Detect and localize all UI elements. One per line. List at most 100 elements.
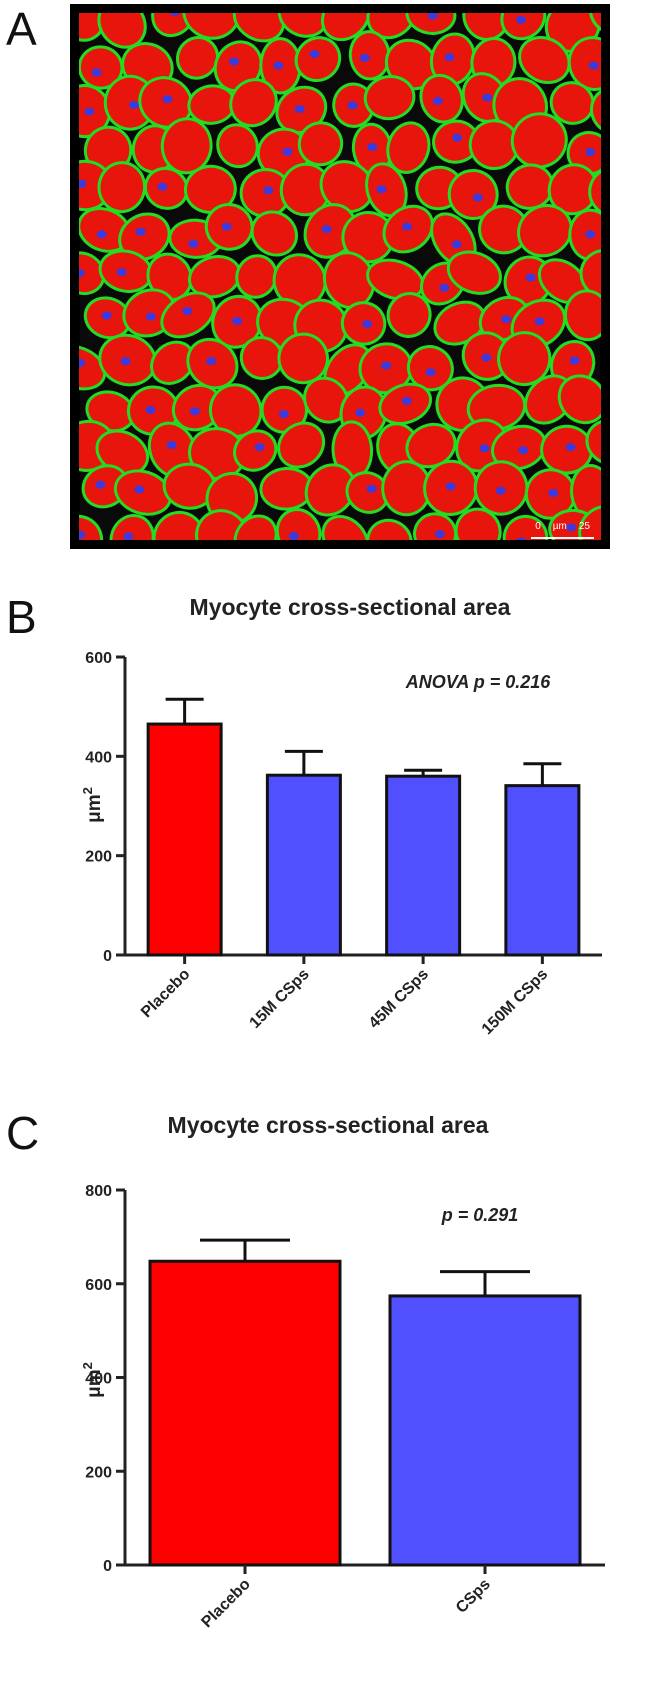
cell-cytoplasm [98,432,147,473]
cell-cytoplasm [409,348,451,389]
cell-cytoplasm [150,424,195,476]
nucleus [427,11,438,20]
y-axis-label: μm2 [80,787,105,823]
nucleus [294,105,305,114]
nucleus [278,410,289,419]
cell-cytoplasm [116,472,170,513]
bar-45m-csps [385,774,462,957]
nucleus [518,446,529,455]
nucleus [501,315,512,324]
nucleus [444,53,455,62]
cell-cytoplasm [351,33,388,78]
nucleus [157,182,168,191]
cell-cytoplasm [540,261,585,302]
cell-cytoplasm [387,41,435,88]
nucleus [534,317,545,326]
cell-cytoplasm [325,254,373,307]
y-tick-label: 200 [85,1464,112,1481]
nucleus [516,15,526,24]
nucleus [432,97,443,105]
cell-cytoplasm [236,432,275,469]
cell-cytoplasm [178,38,217,77]
cell-cytoplasm [471,122,517,168]
cell-cytoplasm [550,166,596,213]
bar-placebo [148,1259,342,1567]
panel-label-b: B [6,591,37,643]
panel-label-c: C [6,1107,40,1159]
nucleus [162,95,173,104]
cell-cytoplasm [165,465,214,507]
bar-150m-csps [504,784,581,957]
chart-title: Myocyte cross-sectional area [190,594,511,620]
cell-cytoplasm [190,87,234,122]
nucleus [91,68,102,77]
cell-cytoplasm [297,39,339,80]
cell-cytoplasm [481,207,527,252]
cell-cytoplasm [282,165,329,214]
cell-cytoplasm [280,335,326,382]
cell-cytoplasm [100,164,144,211]
nucleus [434,530,445,539]
cell-cytoplasm [366,78,413,118]
nucleus [439,283,450,292]
cell-cytoplasm [469,386,524,428]
nucleus [548,489,559,498]
cell-cytoplasm [153,343,193,382]
nucleus [425,368,436,377]
cell-cytoplasm [300,124,341,164]
cell-cytoplasm [322,163,372,211]
cell-cytoplasm [520,207,570,255]
y-tick-label: 400 [85,1371,112,1388]
cell-cytoplasm [389,124,428,171]
scale-bar-end: 25 [578,521,590,532]
x-tick-label: 45M CSps [366,966,432,1032]
nucleus [366,484,377,493]
cell-cytoplasm [232,81,275,125]
cell-cytoplasm [190,257,239,296]
panel-label-a: A [6,3,37,55]
cell-cytoplasm [389,295,429,335]
nucleus [495,486,506,495]
nucleus [288,532,299,540]
bar-15m-csps [265,773,342,957]
cell-cytoplasm [216,43,260,90]
cell-cytoplasm [566,292,608,339]
nucleus [166,441,177,449]
cell-cytoplasm [344,213,392,261]
cell-cytoplasm [435,122,477,161]
nucleus [76,179,87,188]
cell-cytoplasm [450,171,496,218]
chart-b-canvas: Myocyte cross-sectional area μm2 0 200 400 60… [80,594,602,1038]
nucleus [481,353,492,362]
cell-cytoplasm [280,424,323,466]
nucleus [221,222,232,231]
cell-cytoplasm [334,423,371,477]
nucleus [401,396,412,405]
nucleus [229,57,240,66]
chart-c: Myocyte cross-sectional area μm2 0 200 400 60… [0,1095,653,1695]
bar-csps [388,1294,582,1567]
cell-cytoplasm [368,165,405,215]
nucleus [189,407,200,416]
scale-bar-unit: µm [552,521,567,532]
nucleus [182,307,193,315]
nucleus [451,240,462,249]
nucleus [479,444,490,453]
cell-cytoplasm [324,517,367,549]
nucleus [381,361,392,370]
cell-cytoplasm [191,430,244,478]
bar-placebo [146,722,223,957]
x-tick-label: Placebo [198,1576,254,1632]
nucleus [96,230,107,239]
nucleus [525,273,536,282]
cell-cytoplasm [219,126,256,166]
nucleus [585,230,596,239]
cell-cytoplasm [80,209,129,250]
nucleus [254,443,265,452]
p-value-annotation: p = 0.291 [441,1205,519,1225]
cell-cytoplasm [348,474,387,511]
micrograph-canvas [70,4,610,549]
nucleus [355,408,366,417]
nucleus [376,185,387,194]
cell-cytoplasm [242,339,281,377]
